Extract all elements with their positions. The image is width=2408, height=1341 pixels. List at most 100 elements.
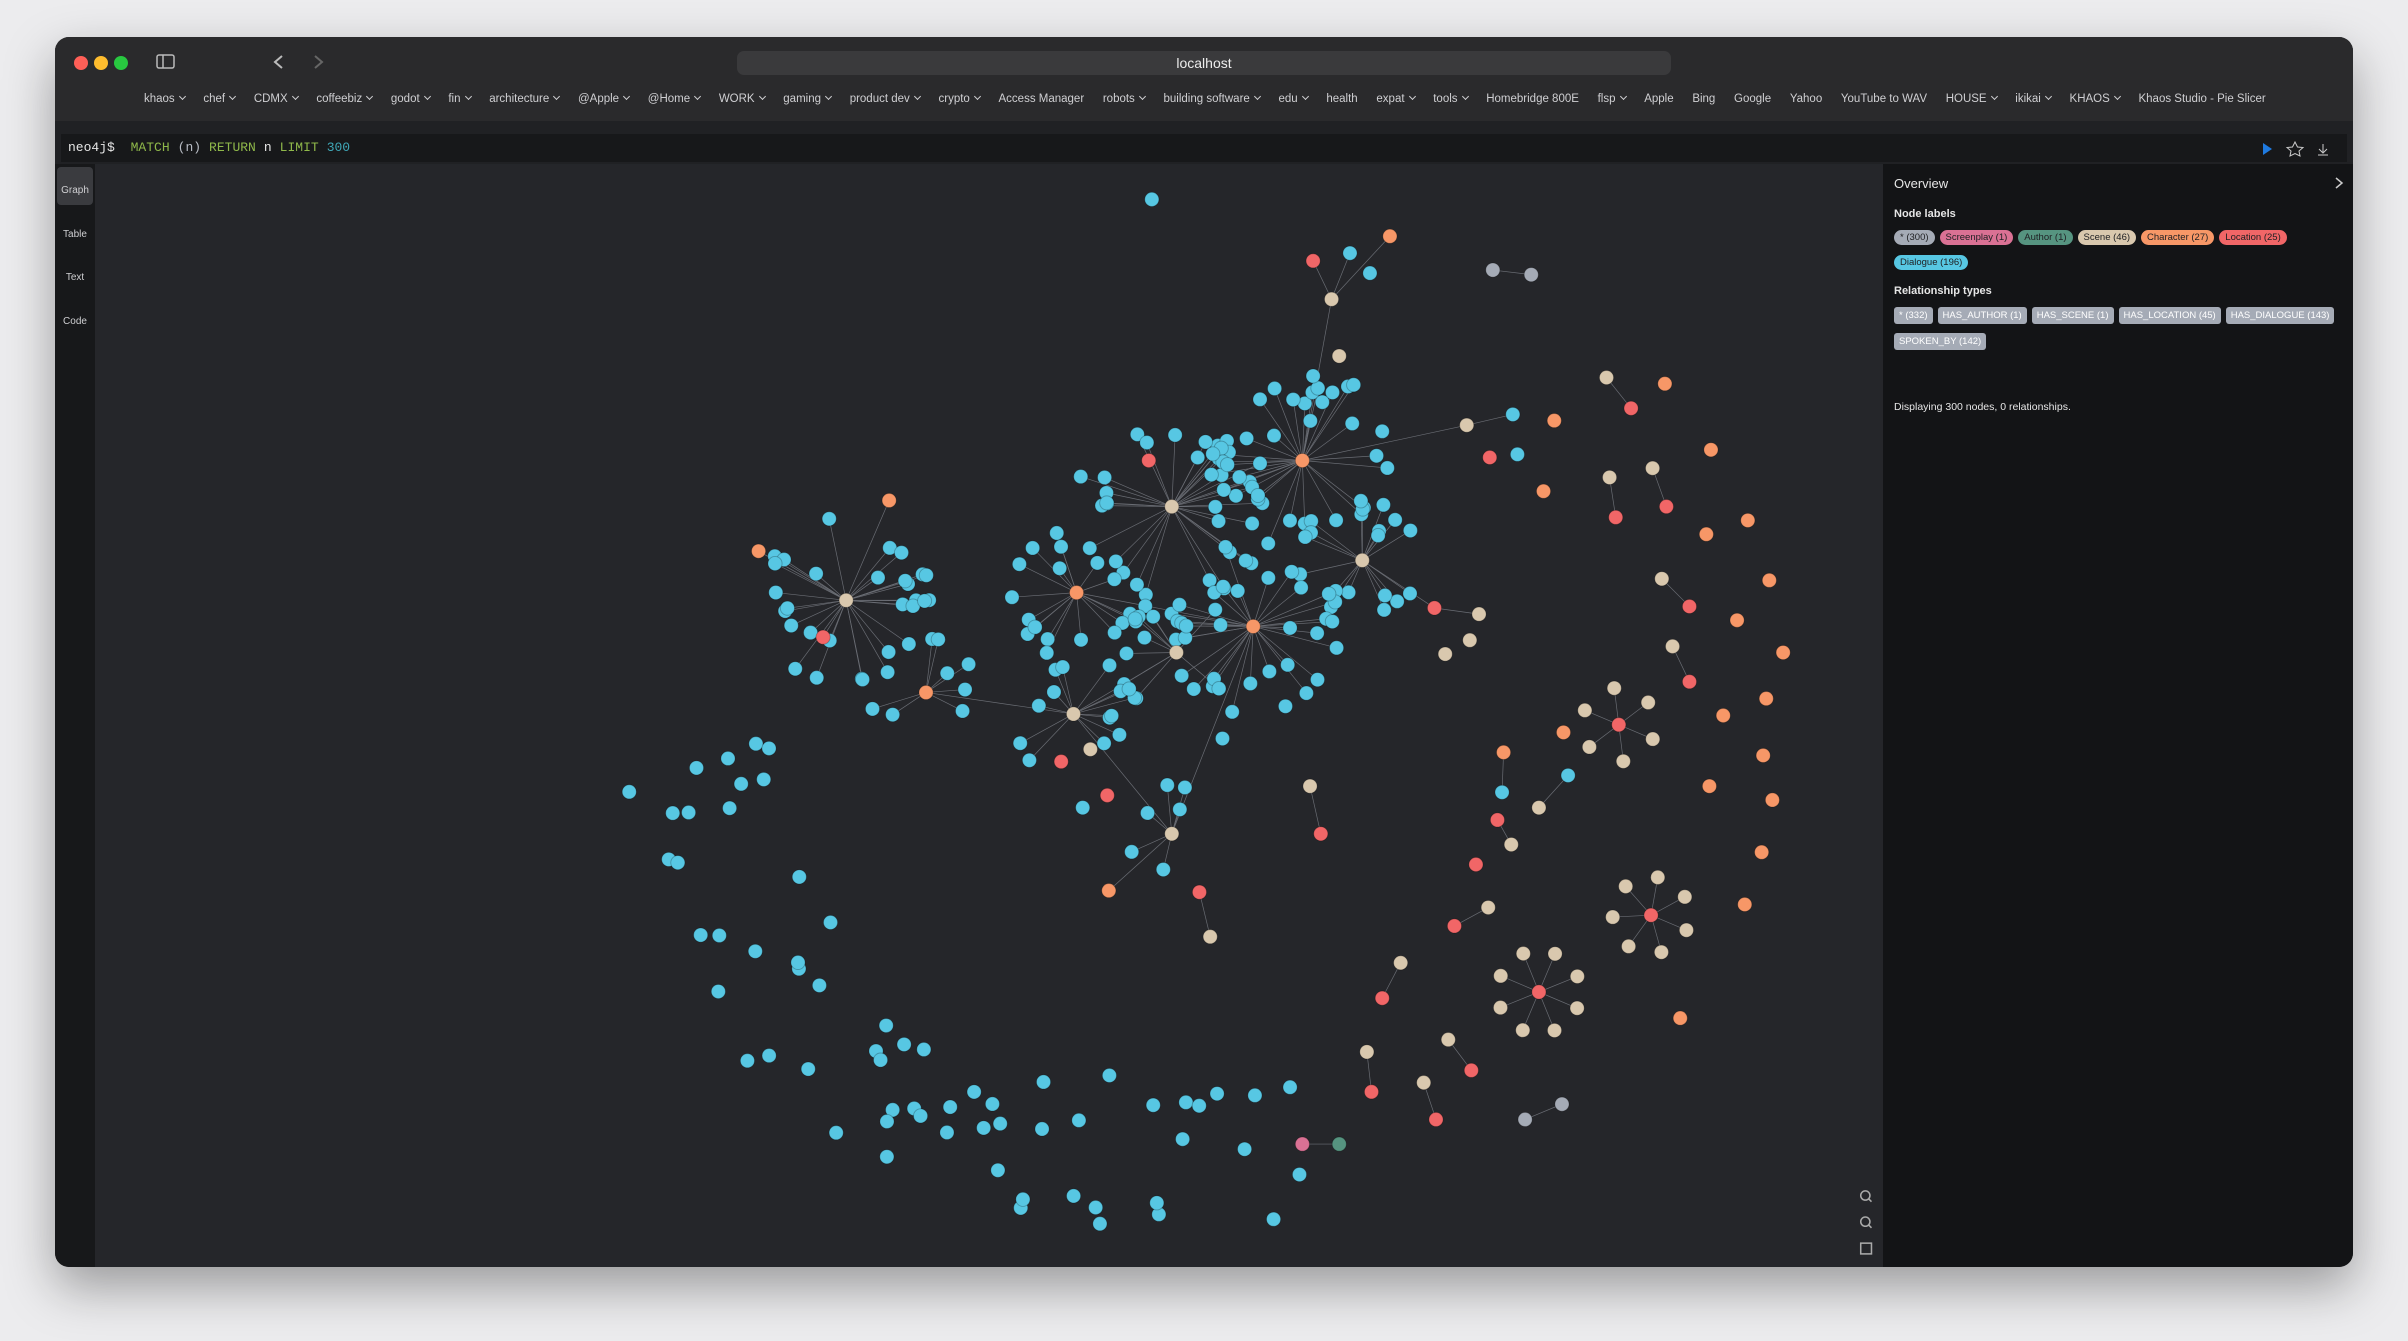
sidebar-tab[interactable]: Text [65, 272, 85, 283]
node[interactable] [1197, 434, 1214, 450]
node-label-badge[interactable]: * (300) [1894, 230, 1935, 245]
node[interactable] [1219, 457, 1235, 473]
node[interactable] [1298, 685, 1314, 701]
bookmark[interactable]: @Apple [578, 93, 629, 105]
node[interactable] [791, 869, 807, 885]
node[interactable] [1175, 1131, 1191, 1147]
node[interactable] [665, 805, 681, 821]
node[interactable] [1645, 460, 1661, 476]
node-label-badge[interactable]: Screenplay (1) [1939, 230, 2014, 245]
node[interactable] [885, 707, 901, 723]
node[interactable] [768, 585, 784, 601]
node[interactable] [1174, 668, 1190, 684]
node[interactable] [870, 570, 886, 586]
bookmark[interactable]: chef [203, 93, 235, 105]
node[interactable] [1149, 1195, 1165, 1211]
node[interactable] [854, 671, 871, 687]
node[interactable] [1305, 368, 1321, 384]
node[interactable] [828, 1125, 844, 1141]
node[interactable] [722, 800, 738, 816]
node[interactable] [767, 555, 783, 572]
node-label-badge[interactable]: Scene (46) [2077, 230, 2137, 245]
node[interactable] [1324, 291, 1340, 307]
node[interactable] [1096, 735, 1112, 751]
node[interactable] [1141, 452, 1157, 469]
node[interactable] [1260, 535, 1276, 551]
node[interactable] [1480, 899, 1496, 916]
bookmark[interactable]: architecture [489, 93, 559, 105]
node[interactable] [1280, 657, 1296, 673]
zoom-controls[interactable] [1859, 1190, 1873, 1255]
address-bar[interactable]: localhost [737, 51, 1671, 75]
node[interactable] [1228, 488, 1244, 504]
node[interactable] [992, 1116, 1008, 1132]
node[interactable] [681, 804, 697, 821]
node[interactable] [957, 682, 973, 698]
node[interactable] [822, 914, 839, 930]
node[interactable] [873, 1052, 889, 1068]
node[interactable] [790, 954, 806, 970]
node[interactable] [1247, 1087, 1263, 1103]
node[interactable] [1653, 944, 1669, 960]
node[interactable] [939, 665, 955, 681]
node[interactable] [1053, 539, 1069, 555]
node[interactable] [1341, 584, 1357, 600]
node[interactable] [1698, 526, 1714, 542]
node[interactable] [821, 511, 837, 527]
node[interactable] [1139, 435, 1155, 451]
node[interactable] [1015, 1191, 1031, 1207]
node[interactable] [1329, 640, 1345, 656]
node[interactable] [1211, 681, 1227, 697]
node[interactable] [1129, 426, 1145, 442]
node[interactable] [811, 977, 827, 993]
node[interactable] [1468, 856, 1484, 873]
node[interactable] [1172, 801, 1188, 817]
node[interactable] [1370, 527, 1386, 544]
node[interactable] [1354, 552, 1370, 568]
node[interactable] [913, 1108, 929, 1124]
editor-actions[interactable] [2261, 141, 2341, 157]
node[interactable] [1089, 555, 1105, 571]
node[interactable] [1377, 587, 1393, 604]
node[interactable] [1344, 415, 1360, 432]
node[interactable] [1546, 413, 1562, 429]
node[interactable] [864, 701, 881, 717]
node[interactable] [1294, 452, 1310, 469]
node[interactable] [878, 1018, 894, 1034]
node[interactable] [1517, 1111, 1533, 1128]
node[interactable] [930, 631, 946, 647]
node[interactable] [1021, 752, 1037, 768]
node[interactable] [918, 684, 934, 700]
node[interactable] [1073, 632, 1089, 648]
node[interactable] [1313, 826, 1329, 842]
bookmark[interactable]: coffeebiz [316, 93, 372, 105]
node[interactable] [1758, 691, 1774, 707]
node[interactable] [1376, 602, 1392, 618]
node[interactable] [1672, 1010, 1688, 1026]
node[interactable] [803, 625, 819, 641]
node[interactable] [1618, 878, 1634, 894]
node[interactable] [1715, 707, 1731, 724]
node[interactable] [1678, 922, 1694, 938]
bookmark[interactable]: crypto [938, 93, 979, 105]
bookmark[interactable]: health [1326, 93, 1358, 105]
node[interactable] [1137, 598, 1153, 614]
node[interactable] [747, 943, 763, 959]
node[interactable] [1369, 448, 1385, 464]
relationship-badge[interactable]: HAS_DIALOGUE (143) [2225, 307, 2335, 324]
node[interactable] [1608, 509, 1624, 525]
node[interactable] [1140, 805, 1156, 821]
node[interactable] [1640, 694, 1656, 711]
node[interactable] [1643, 907, 1659, 923]
node[interactable] [1615, 753, 1631, 769]
node[interactable] [1049, 525, 1065, 541]
node[interactable] [880, 664, 896, 680]
node[interactable] [1097, 469, 1113, 485]
node[interactable] [1681, 674, 1697, 690]
node[interactable] [809, 670, 825, 686]
node[interactable] [1088, 1199, 1104, 1216]
node[interactable] [756, 771, 772, 787]
node[interactable] [1027, 619, 1043, 635]
bookmark[interactable]: expat [1376, 93, 1414, 105]
sidebar-tab[interactable]: Graph [61, 185, 89, 196]
